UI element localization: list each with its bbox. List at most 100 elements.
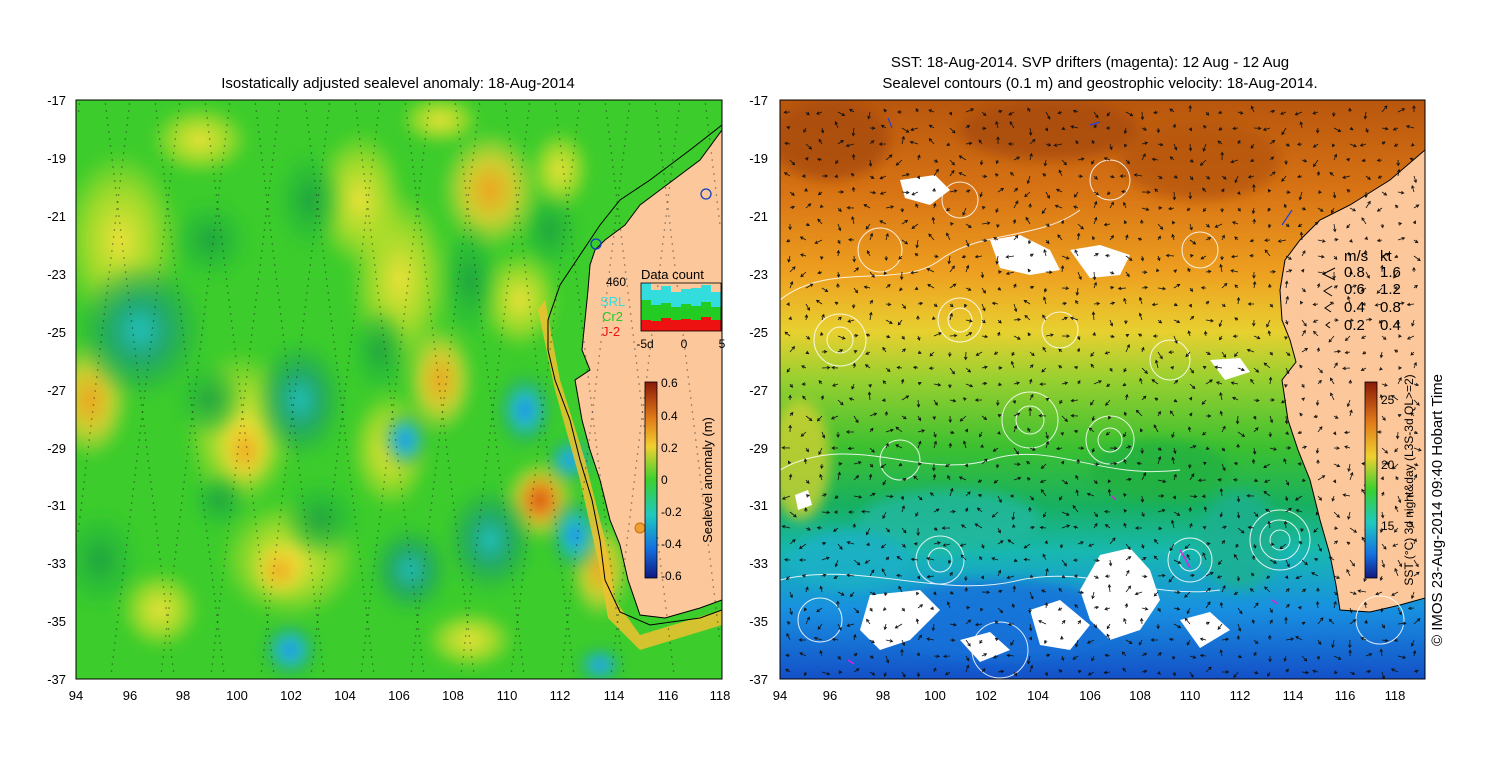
velocity-arrow [1301,287,1306,293]
track-dot [429,516,431,518]
velocity-arrow [901,415,907,420]
track-dot [508,551,511,553]
velocity-arrow [933,382,942,387]
track-dot [346,369,349,371]
track-dot [574,271,577,273]
velocity-arrow [1107,479,1112,484]
lat-tick-label: -29 [749,441,768,456]
track-dot [253,509,255,511]
lon-tick-label: 100 [924,688,946,703]
track-dot [324,271,327,273]
velocity-arrow [1172,191,1177,201]
left-map-frame [75,99,723,680]
track-dot [213,180,216,182]
track-dot [590,418,593,420]
track-dot [646,376,648,378]
track-dot [368,635,371,637]
velocity-arrow [1173,143,1178,151]
velocity-arrow [896,556,903,561]
velocity-arrow [1263,463,1271,469]
track-dot [662,586,665,588]
track-dot [548,467,550,469]
velocity-arrow [1156,268,1160,273]
velocity-arrow [1109,271,1115,275]
track-dot [605,530,608,532]
velocity-arrow [1157,235,1161,241]
velocity-arrow [1333,127,1342,132]
track-dot [144,390,146,392]
track-dot [525,278,528,280]
track-dot [513,649,515,651]
velocity-arrow [1171,233,1175,241]
velocity-arrow [837,670,843,674]
track-dot [366,208,368,210]
velocity-arrow [947,255,952,265]
velocity-arrow [948,442,953,449]
track-dot [514,222,516,224]
track-dot [602,502,605,504]
track-dot [418,607,420,609]
velocity-arrow [900,207,904,213]
track-dot [624,138,627,140]
track-dot [109,145,112,147]
track-dot [159,264,161,266]
velocity-arrow [805,479,810,484]
track-dot [369,180,372,182]
velocity-arrow [1269,415,1274,424]
velocity-arrow [1122,667,1127,673]
track-dot [152,320,155,322]
track-dot [78,523,80,525]
track-dot [396,376,398,378]
velocity-arrow [1234,236,1239,241]
track-dot [623,145,626,147]
track-dot [281,327,284,329]
track-dot [460,152,463,154]
velocity-arrow [1103,670,1111,675]
velocity-arrow [1060,460,1065,465]
track-dot [113,229,116,231]
track-dot [406,285,409,287]
track-dot [354,516,356,518]
track-dot [621,166,623,168]
velocity-arrow [1123,127,1128,135]
track-dot [666,621,669,623]
track-dot [350,488,353,490]
velocity-arrow [965,189,971,193]
track-dot [145,439,147,441]
velocity-arrow [901,607,906,612]
track-dot [361,572,363,574]
velocity-arrow [869,492,876,497]
velocity-arrow [800,271,807,278]
track-dot [240,397,242,399]
track-dot [259,145,262,147]
track-dot [329,306,331,308]
velocity-arrow [1057,607,1063,611]
track-dot [168,215,170,217]
velocity-arrow [1073,429,1079,434]
track-dot [499,474,501,476]
track-dot [603,509,605,511]
velocity-arrow [1413,538,1417,545]
track-dot [97,362,100,364]
track-dot [478,299,480,301]
track-dot [469,222,471,224]
track-dot [255,292,258,294]
track-dot [613,593,616,595]
track-dot [363,180,366,182]
track-dot [496,369,499,371]
track-dot [347,362,350,364]
track-dot [523,257,525,259]
velocity-arrow [882,346,887,353]
track-dot [415,215,417,217]
track-dot [277,110,280,112]
velocity-arrow [901,190,910,195]
velocity-arrow [852,362,857,369]
track-dot [493,397,496,399]
velocity-arrow [1125,445,1132,449]
track-dot [312,586,315,588]
track-dot [528,299,530,301]
track-dot [209,264,211,266]
track-dot [530,502,533,504]
left-sla-field [76,100,722,679]
velocity-arrow [981,221,991,226]
